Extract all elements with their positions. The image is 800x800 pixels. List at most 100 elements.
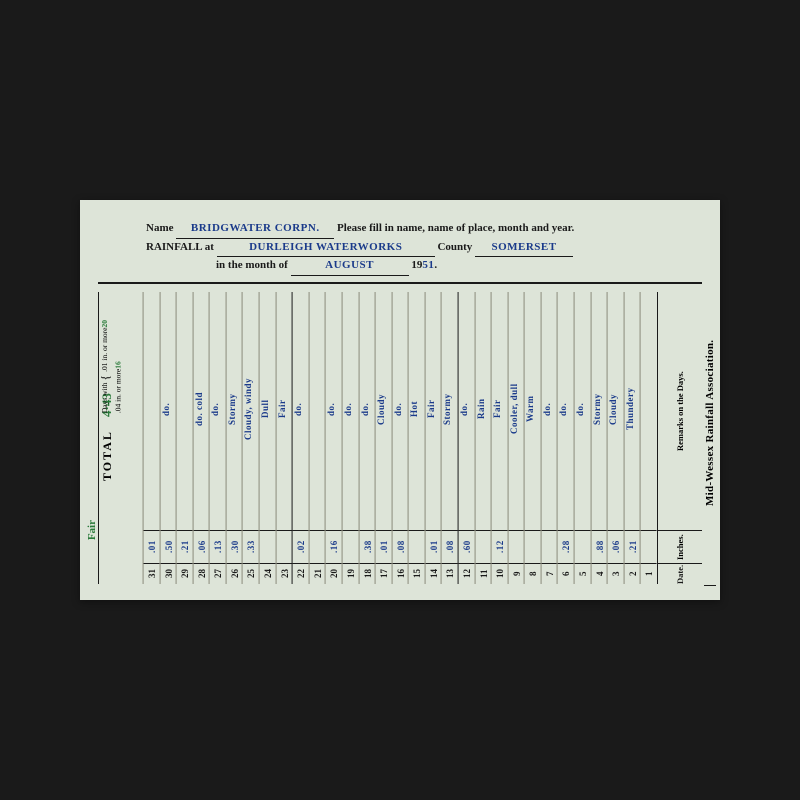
day-number: 3 <box>608 563 624 584</box>
association-label: Mid-Wessex Rainfall Association. <box>704 264 716 586</box>
remarks-value: Stormy <box>227 292 243 530</box>
inches-value <box>575 530 591 563</box>
inches-value: .33 <box>243 530 259 563</box>
remarks-value <box>310 292 326 530</box>
remarks-value: Cloudy <box>376 292 392 530</box>
day-col: 15 Hot <box>408 292 425 584</box>
rainfall-label: RAINFALL at <box>146 241 214 253</box>
day-col: 21 <box>309 292 326 584</box>
inches-value <box>525 530 541 563</box>
remarks-value: Fair <box>277 292 293 530</box>
day-col: 23 Fair <box>276 292 293 584</box>
inches-value: .28 <box>558 530 574 563</box>
remarks-value: do. <box>161 292 177 530</box>
day-col: 9Cooler, dull <box>508 292 525 584</box>
date-header: Date. <box>658 563 702 584</box>
county-label: County <box>437 241 472 253</box>
days-with-block: Days with { .01 in. or more20 .04 in. or… <box>98 320 142 413</box>
day-col: 1 <box>640 292 657 584</box>
inches-value: .01 <box>144 530 160 563</box>
day-col: 6.28do. <box>557 292 574 584</box>
day-col: 22.02do. <box>292 292 309 584</box>
card-header: Name BRIDGWATER CORPN. Please fill in na… <box>146 220 702 276</box>
inches-value: .02 <box>293 530 309 563</box>
remarks-value: do. <box>326 292 342 530</box>
inches-value: .50 <box>161 530 177 563</box>
remarks-value <box>641 292 657 530</box>
day-number: 17 <box>376 563 392 584</box>
instruction: Please fill in name, name of place, mont… <box>337 222 574 234</box>
day-number: 4 <box>592 563 608 584</box>
day-number: 2 <box>625 563 641 584</box>
day-col: 4.88Stormy <box>591 292 608 584</box>
name-value: BRIDGWATER CORPN. <box>176 220 334 239</box>
table-grid: TOTAL 4·43 31.0130.50do.29.2128.06do. co… <box>98 292 702 584</box>
day-number: 20 <box>326 563 342 584</box>
day-number: 25 <box>243 563 259 584</box>
remarks-value: Hot <box>409 292 425 530</box>
inches-value: .06 <box>608 530 624 563</box>
inches-value: .16 <box>326 530 342 563</box>
day-number: 30 <box>161 563 177 584</box>
remarks-value: do. cold <box>194 292 210 530</box>
remarks-value: do. <box>575 292 591 530</box>
day-col: 11Rain <box>475 292 492 584</box>
day-col: 5do. <box>574 292 591 584</box>
day-col: 7do. <box>541 292 558 584</box>
inches-value <box>310 530 326 563</box>
day-number: 8 <box>525 563 541 584</box>
inches-value: .08 <box>442 530 458 563</box>
day-col: 25.33Cloudy, windy <box>242 292 259 584</box>
day-col: 14.01Fair <box>425 292 442 584</box>
inches-value: .38 <box>360 530 376 563</box>
day-number: 18 <box>360 563 376 584</box>
day-number: 16 <box>393 563 409 584</box>
remarks-value: do. <box>558 292 574 530</box>
period: . <box>434 259 437 271</box>
day-col: 29.21 <box>176 292 193 584</box>
inches-value: .01 <box>376 530 392 563</box>
rainfall-card: Name BRIDGWATER CORPN. Please fill in na… <box>80 200 720 600</box>
inches-value <box>260 530 276 563</box>
day-number: 6 <box>558 563 574 584</box>
day-col: 27.13do. <box>209 292 226 584</box>
remarks-value: Fair <box>426 292 442 530</box>
header-line-2: RAINFALL at DURLEIGH WATERWORKS County S… <box>146 239 702 258</box>
inches-value: .08 <box>393 530 409 563</box>
inches-value <box>277 530 293 563</box>
day-number: 10 <box>492 563 508 584</box>
remarks-value: do. <box>360 292 376 530</box>
name-label: Name <box>146 222 174 234</box>
day-col: 8 Warm <box>524 292 541 584</box>
day-number: 27 <box>210 563 226 584</box>
inches-value <box>509 530 525 563</box>
day-col: 28.06do. cold <box>193 292 210 584</box>
day-number: 29 <box>177 563 193 584</box>
inches-value <box>641 530 657 563</box>
inches-value: .21 <box>625 530 641 563</box>
day-number: 26 <box>227 563 243 584</box>
day-col: 18.38do. <box>359 292 376 584</box>
day-number: 24 <box>260 563 276 584</box>
days-val-1: 20 <box>100 320 109 328</box>
inches-value <box>409 530 425 563</box>
inches-value: .06 <box>194 530 210 563</box>
days-val-2: 16 <box>114 361 123 369</box>
remarks-value: Cloudy, windy <box>243 292 259 530</box>
inches-value: .21 <box>177 530 193 563</box>
day-number: 15 <box>409 563 425 584</box>
threshold-2: .04 in. or more <box>114 369 123 413</box>
day-col: 16.08do. <box>392 292 409 584</box>
day-col: 17.01Cloudy <box>375 292 392 584</box>
day-number: 1 <box>641 563 657 584</box>
county-value: SOMERSET <box>475 239 573 258</box>
day-col: 10.12Fair <box>491 292 508 584</box>
day-number: 7 <box>542 563 558 584</box>
inches-value: .13 <box>210 530 226 563</box>
day-col: 31.01 <box>143 292 160 584</box>
remarks-value: Warm <box>525 292 541 530</box>
header-line-1: Name BRIDGWATER CORPN. Please fill in na… <box>146 220 702 239</box>
remarks-value: do. <box>210 292 226 530</box>
day-number: 23 <box>277 563 293 584</box>
margin-note-fair: Fair <box>86 520 98 540</box>
